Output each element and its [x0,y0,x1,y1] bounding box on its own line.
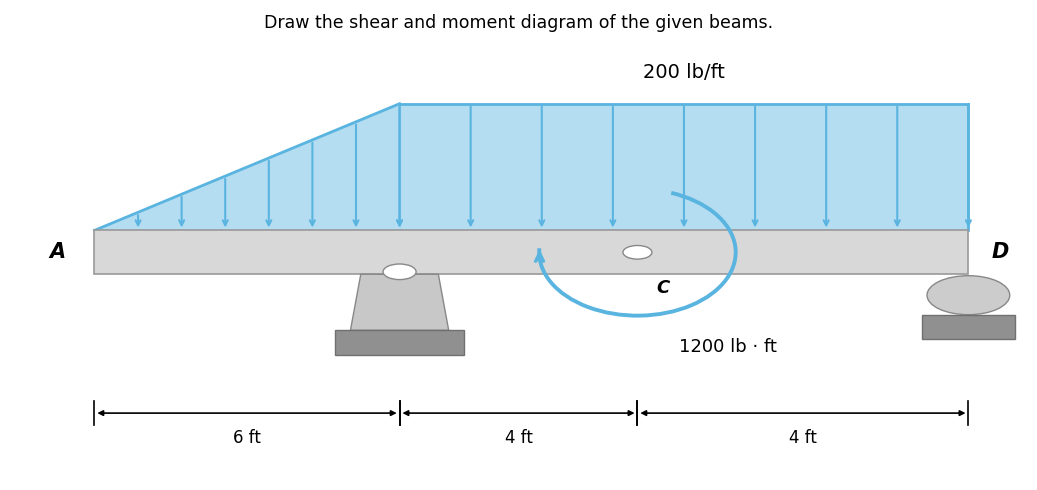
Text: 4 ft: 4 ft [789,429,817,447]
Text: 1200 lb · ft: 1200 lb · ft [679,338,777,356]
Text: 4 ft: 4 ft [505,429,532,447]
Text: Draw the shear and moment diagram of the given beams.: Draw the shear and moment diagram of the… [264,14,773,31]
Text: D: D [991,243,1009,262]
Text: B: B [393,343,407,361]
Polygon shape [399,104,969,230]
Polygon shape [351,274,449,330]
Circle shape [623,245,652,259]
Bar [335,330,465,355]
Text: C: C [656,279,669,297]
Polygon shape [94,104,399,230]
Circle shape [383,264,416,280]
Bar [922,315,1015,339]
Text: 200 lb/ft: 200 lb/ft [643,63,725,82]
Bar [94,230,969,274]
Circle shape [927,276,1010,315]
Text: 6 ft: 6 ft [233,429,261,447]
Text: A: A [50,243,65,262]
